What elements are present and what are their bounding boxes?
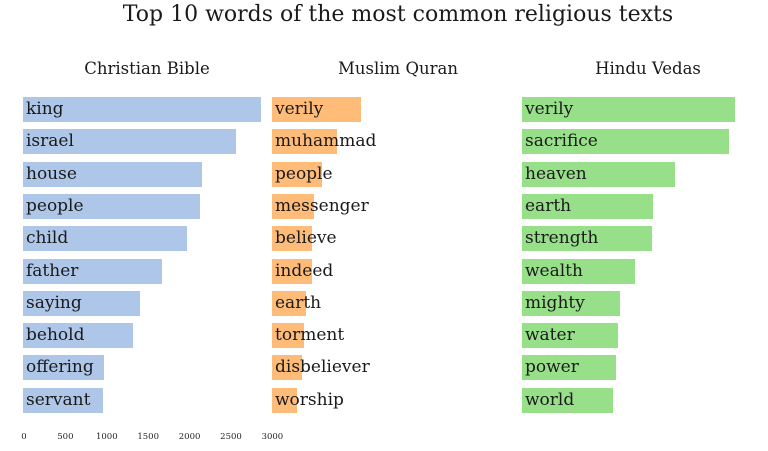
bar-label: people [275, 163, 333, 184]
bar [23, 258, 163, 284]
x-tick-label: 500 [57, 432, 74, 442]
bar-label: world [525, 389, 575, 410]
bar [272, 387, 297, 413]
bar-label: power [525, 357, 579, 378]
bar-label: king [26, 99, 64, 119]
bar [522, 290, 621, 316]
bar [522, 387, 614, 413]
bar-label: earth [525, 195, 572, 216]
bar-label: mighty [525, 292, 585, 313]
bar-label: servant [26, 389, 91, 410]
x-tick-label: 2000 [178, 432, 201, 442]
bar-label: wealth [525, 260, 583, 281]
bar [272, 323, 304, 349]
bar-label: israel [26, 131, 74, 152]
bar [23, 226, 187, 252]
bar-label: messenger [275, 195, 369, 216]
bar-label: believe [275, 228, 337, 249]
bar [522, 258, 636, 284]
bar-label: house [26, 163, 77, 184]
bar [272, 97, 361, 122]
bar [522, 323, 619, 349]
x-tick-label: 1500 [137, 432, 160, 442]
bar [522, 355, 616, 381]
bar-label: sacrifice [525, 131, 598, 152]
bar-label: people [26, 195, 84, 216]
bar-label: behold [26, 325, 85, 346]
bar [23, 161, 202, 187]
x-tick-label: 2500 [220, 432, 242, 442]
x-tick-label: 1000 [95, 432, 118, 442]
bar-label: verily [525, 99, 574, 119]
bar-label: verily [275, 99, 324, 119]
bar-label: disbeliever [275, 357, 370, 378]
bar [272, 355, 302, 381]
bar-label: muhammad [275, 131, 377, 152]
bar [272, 258, 313, 284]
bar [23, 129, 236, 155]
bar-label: father [26, 260, 79, 281]
bar-label: heaven [525, 163, 587, 184]
panel-title: Muslim Quran [338, 59, 458, 78]
bar-label: earth [275, 292, 322, 313]
panel-title: Christian Bible [84, 59, 210, 78]
bar [23, 355, 105, 381]
bar [272, 193, 314, 219]
bar [522, 226, 652, 252]
bar [272, 226, 313, 252]
bar [23, 193, 201, 219]
bar [522, 193, 653, 219]
bar [272, 161, 323, 187]
bar [23, 387, 103, 413]
bar [23, 323, 134, 349]
bar [272, 129, 337, 155]
chart-title: Top 10 words of the most common religiou… [122, 2, 674, 27]
bar-label: indeed [275, 260, 334, 281]
bar [23, 97, 262, 122]
bar-label: offering [26, 357, 94, 378]
bar [522, 161, 676, 187]
x-tick-label: 3000 [261, 432, 284, 442]
panel-title: Hindu Vedas [595, 59, 701, 78]
bar-label: child [26, 228, 69, 249]
bar-label: saying [26, 292, 82, 313]
bar-label: worship [275, 389, 344, 410]
bar [522, 129, 729, 155]
x-tick-label: 0 [21, 432, 27, 442]
bar [522, 97, 735, 122]
bar-label: water [525, 325, 575, 346]
bar [272, 290, 306, 316]
bar [23, 290, 140, 316]
bar-label: torment [275, 325, 345, 346]
bar-label: strength [525, 228, 599, 249]
